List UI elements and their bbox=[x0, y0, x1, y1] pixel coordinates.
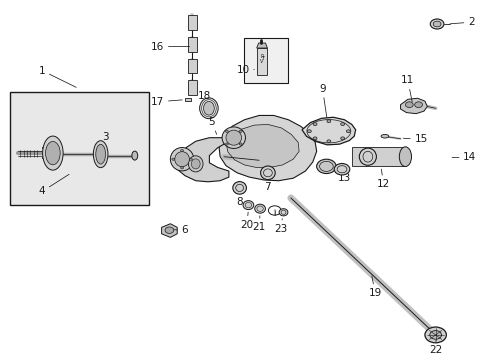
Circle shape bbox=[346, 130, 349, 133]
Text: 12: 12 bbox=[376, 169, 389, 189]
Ellipse shape bbox=[42, 136, 63, 170]
Polygon shape bbox=[175, 138, 228, 182]
Ellipse shape bbox=[199, 98, 218, 119]
Text: 10: 10 bbox=[236, 64, 254, 75]
Ellipse shape bbox=[399, 147, 411, 167]
Polygon shape bbox=[302, 117, 355, 145]
Circle shape bbox=[239, 130, 242, 132]
Bar bbox=[187, 15, 196, 31]
Circle shape bbox=[312, 137, 316, 140]
Circle shape bbox=[189, 158, 192, 160]
Circle shape bbox=[239, 143, 242, 145]
Bar bbox=[187, 80, 196, 95]
Polygon shape bbox=[256, 43, 267, 48]
Text: V: V bbox=[260, 59, 263, 64]
Circle shape bbox=[225, 143, 228, 145]
Ellipse shape bbox=[203, 102, 214, 115]
Text: 3: 3 bbox=[97, 132, 109, 149]
Circle shape bbox=[424, 327, 446, 343]
Circle shape bbox=[180, 149, 183, 152]
Circle shape bbox=[432, 21, 440, 27]
Circle shape bbox=[171, 158, 174, 160]
Ellipse shape bbox=[170, 148, 193, 171]
Text: 13: 13 bbox=[337, 169, 350, 183]
Text: 23: 23 bbox=[274, 219, 287, 234]
Circle shape bbox=[326, 140, 330, 143]
Bar bbox=[256, 48, 267, 75]
Ellipse shape bbox=[260, 166, 275, 180]
Circle shape bbox=[312, 123, 316, 126]
Text: 5: 5 bbox=[208, 117, 216, 134]
Text: 9: 9 bbox=[319, 84, 328, 129]
Text: T: T bbox=[260, 56, 263, 61]
Text: 4: 4 bbox=[39, 174, 69, 197]
Ellipse shape bbox=[380, 134, 388, 138]
Circle shape bbox=[180, 167, 183, 169]
Text: 17: 17 bbox=[151, 97, 182, 107]
Bar bbox=[244, 39, 288, 83]
Text: R: R bbox=[260, 54, 263, 59]
Bar bbox=[187, 37, 196, 51]
Ellipse shape bbox=[279, 209, 287, 216]
Text: 8: 8 bbox=[236, 191, 243, 207]
Circle shape bbox=[307, 130, 311, 133]
Text: 2: 2 bbox=[449, 17, 473, 27]
Ellipse shape bbox=[174, 152, 189, 167]
Text: 16: 16 bbox=[151, 42, 189, 51]
Circle shape bbox=[414, 102, 422, 108]
Text: 11: 11 bbox=[401, 75, 414, 102]
Bar bbox=[10, 92, 149, 205]
Bar bbox=[187, 59, 196, 73]
Polygon shape bbox=[400, 98, 427, 114]
Circle shape bbox=[405, 102, 412, 108]
Ellipse shape bbox=[96, 144, 105, 164]
Text: 20: 20 bbox=[240, 212, 253, 230]
Text: 7: 7 bbox=[264, 176, 271, 192]
Circle shape bbox=[340, 123, 344, 126]
Bar bbox=[351, 147, 405, 166]
Text: 19: 19 bbox=[368, 276, 381, 298]
Ellipse shape bbox=[316, 159, 335, 174]
Ellipse shape bbox=[243, 201, 253, 210]
Ellipse shape bbox=[93, 141, 108, 168]
Text: 6: 6 bbox=[172, 225, 188, 235]
Text: 21: 21 bbox=[252, 216, 265, 232]
Circle shape bbox=[225, 130, 228, 132]
Text: 15: 15 bbox=[403, 135, 427, 144]
Ellipse shape bbox=[132, 151, 138, 160]
Ellipse shape bbox=[333, 163, 349, 175]
Ellipse shape bbox=[359, 148, 376, 165]
Ellipse shape bbox=[232, 181, 246, 194]
Ellipse shape bbox=[254, 204, 265, 213]
Text: 22: 22 bbox=[428, 341, 441, 355]
Ellipse shape bbox=[45, 141, 60, 165]
Text: 14: 14 bbox=[451, 152, 475, 162]
Ellipse shape bbox=[222, 127, 245, 148]
Text: 18: 18 bbox=[198, 91, 211, 104]
Polygon shape bbox=[226, 125, 299, 167]
Ellipse shape bbox=[164, 227, 173, 233]
Text: 1: 1 bbox=[39, 66, 76, 87]
Circle shape bbox=[429, 19, 443, 29]
Circle shape bbox=[429, 330, 441, 339]
Ellipse shape bbox=[225, 130, 241, 145]
Polygon shape bbox=[219, 116, 316, 181]
Bar bbox=[184, 98, 190, 101]
Circle shape bbox=[326, 120, 330, 123]
Ellipse shape bbox=[191, 159, 200, 169]
Circle shape bbox=[340, 137, 344, 140]
Ellipse shape bbox=[188, 156, 203, 172]
Polygon shape bbox=[161, 224, 177, 237]
